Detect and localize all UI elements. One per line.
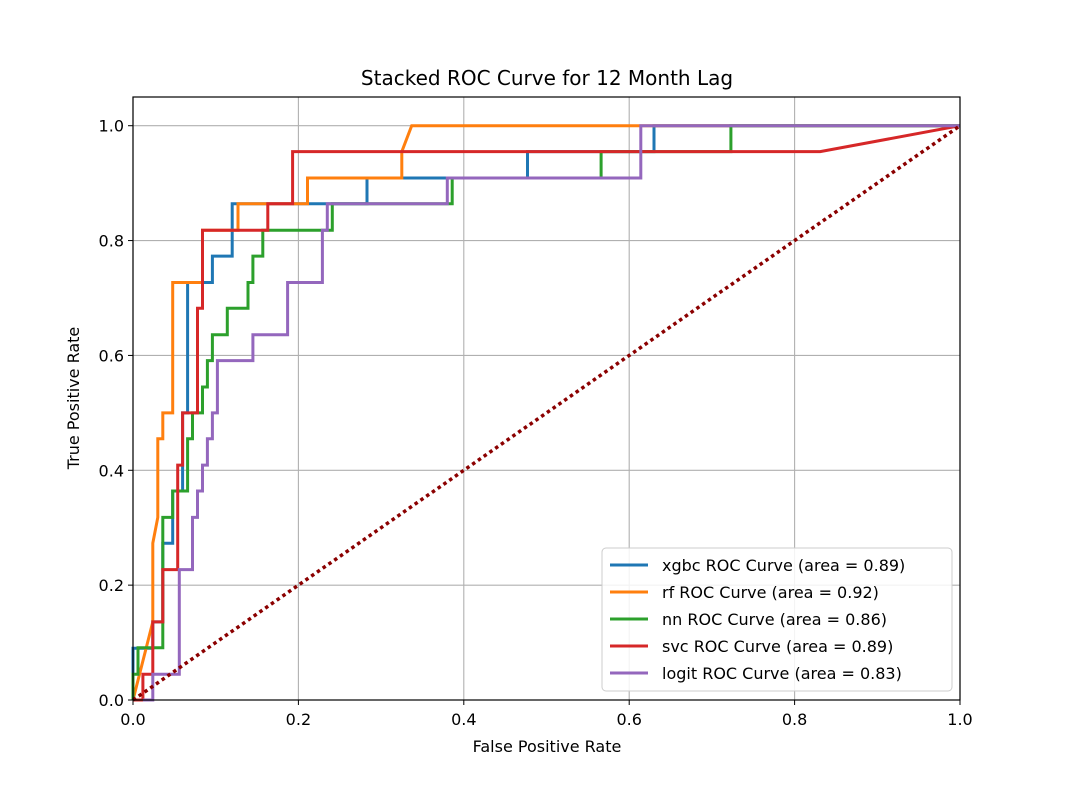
y-tick-label: 0.8 <box>99 232 124 251</box>
x-tick-label: 0.4 <box>451 710 476 729</box>
y-tick-label: 0.6 <box>99 346 124 365</box>
y-tick-label: 0.2 <box>99 576 124 595</box>
chart-title: Stacked ROC Curve for 12 Month Lag <box>361 66 733 90</box>
x-tick-label: 0.0 <box>120 710 145 729</box>
y-tick-label: 1.0 <box>99 117 124 136</box>
legend-label: nn ROC Curve (area = 0.86) <box>662 610 887 629</box>
x-tick-label: 0.6 <box>616 710 641 729</box>
legend-label: xgbc ROC Curve (area = 0.89) <box>662 556 905 575</box>
series-line-1 <box>131 124 960 701</box>
series-line-3 <box>133 124 961 702</box>
ticks: 0.0 0.2 0.4 0.6 0.8 1.0 0.0 0.2 0.4 0.6 0.8 1.0 <box>99 117 973 729</box>
x-tick-label: 0.2 <box>286 710 311 729</box>
legend-box <box>601 547 953 692</box>
y-axis-title: True Positive Rate <box>64 327 83 471</box>
y-tick-label: 0.0 <box>99 691 124 710</box>
legend-label: logit ROC Curve (area = 0.83) <box>662 664 902 683</box>
series-line-2 <box>131 124 960 700</box>
y-tick-label: 0.4 <box>99 461 124 480</box>
legend-label: rf ROC Curve (area = 0.92) <box>662 583 879 602</box>
x-tick-label: 0.8 <box>782 710 807 729</box>
plot-lines <box>131 124 961 702</box>
x-axis-title: False Positive Rate <box>473 737 622 756</box>
legend-label: svc ROC Curve (area = 0.89) <box>662 637 893 656</box>
plot-frame <box>132 96 961 701</box>
legend: xgbc ROC Curve (area = 0.89) rf ROC Curve… <box>601 547 953 692</box>
x-tick-label: 1.0 <box>947 710 972 729</box>
series-line-4 <box>142 124 960 702</box>
